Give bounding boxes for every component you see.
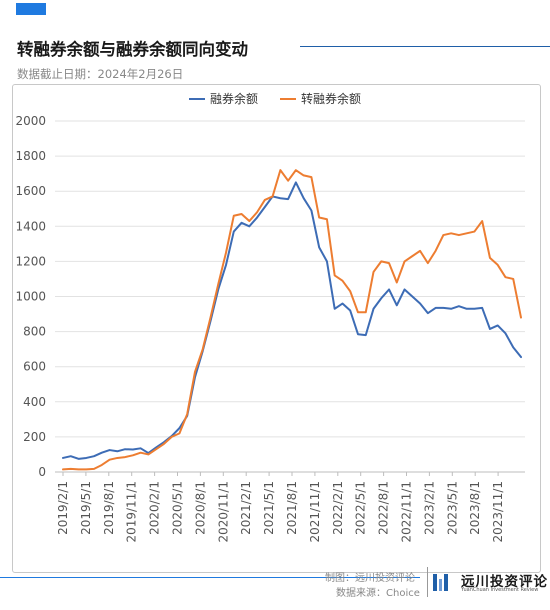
- y-tick-label: 400: [23, 395, 46, 409]
- x-tick-label: 2019/2/1: [56, 481, 70, 535]
- x-tick-label: 2020/8/1: [193, 481, 207, 535]
- y-tick-label: 600: [23, 360, 46, 374]
- producer-credit: 制图：远川投资评论: [325, 573, 415, 584]
- x-tick-label: 2021/8/1: [285, 481, 299, 535]
- y-tick-label: 1800: [15, 149, 46, 163]
- x-tick-label: 2020/2/1: [148, 481, 162, 535]
- x-tick-label: 2022/5/1: [354, 481, 368, 535]
- title-divider: [300, 46, 550, 47]
- x-tick-label: 2020/5/1: [171, 481, 185, 535]
- y-tick-label: 2000: [15, 114, 46, 128]
- x-tick-label: 2019/5/1: [79, 481, 93, 535]
- x-tick-label: 2022/11/1: [400, 481, 414, 543]
- x-tick-label: 2020/11/1: [216, 481, 230, 543]
- y-tick-label: 1200: [15, 254, 46, 268]
- x-tick-label: 2023/11/1: [491, 481, 505, 543]
- chart-panel: [12, 84, 541, 573]
- source-credit: 数据来源：Choice: [336, 588, 420, 599]
- y-tick-label: 1000: [15, 290, 46, 304]
- brand-logo: 远川投资评论 YuanChuan Investment Review: [433, 568, 548, 598]
- x-tick-label: 2023/8/1: [468, 481, 482, 535]
- logo-english-name: YuanChuan Investment Review: [461, 587, 539, 593]
- header-accent-bar: [16, 3, 46, 15]
- y-tick-label: 0: [38, 465, 46, 479]
- x-tick-label: 2021/11/1: [308, 481, 322, 543]
- x-tick-label: 2019/11/1: [125, 481, 139, 543]
- x-tick-label: 2021/5/1: [262, 481, 276, 535]
- logo-name: 远川投资评论: [461, 574, 548, 590]
- data-date-note: 数据截止日期：2024年2月26日: [17, 67, 184, 81]
- legend-swatch-series-1: [188, 97, 205, 100]
- legend-swatch-series-2: [280, 97, 296, 100]
- x-tick-label: 2022/8/1: [377, 481, 391, 535]
- x-tick-label: 2019/8/1: [102, 481, 116, 535]
- credit-divider: [427, 567, 428, 597]
- y-tick-label: 1400: [15, 219, 46, 233]
- x-tick-label: 2021/2/1: [239, 481, 253, 535]
- series-line-1: [62, 181, 522, 460]
- x-tick-label: 2023/2/1: [422, 481, 436, 535]
- chart-title: 转融券余额与融券余额同向变动: [17, 40, 248, 59]
- y-tick-label: 1600: [15, 184, 46, 198]
- legend-item-series-2: 转融券余额: [280, 90, 361, 107]
- x-tick-label: 2023/5/1: [445, 481, 459, 535]
- legend-label-series-2: 转融券余额: [301, 92, 362, 106]
- legend-item-series-1: 融券余额: [188, 90, 258, 107]
- x-tick-label: 2022/2/1: [331, 481, 345, 535]
- legend-label-series-1: 融券余额: [209, 92, 258, 106]
- logo-mark-icon: [433, 574, 455, 591]
- chart-legend: 融券余额 转融券余额: [0, 90, 550, 107]
- footer-divider: [0, 577, 420, 578]
- y-tick-label: 200: [23, 430, 46, 444]
- series-line-2: [62, 169, 522, 471]
- y-tick-label: 800: [23, 325, 46, 339]
